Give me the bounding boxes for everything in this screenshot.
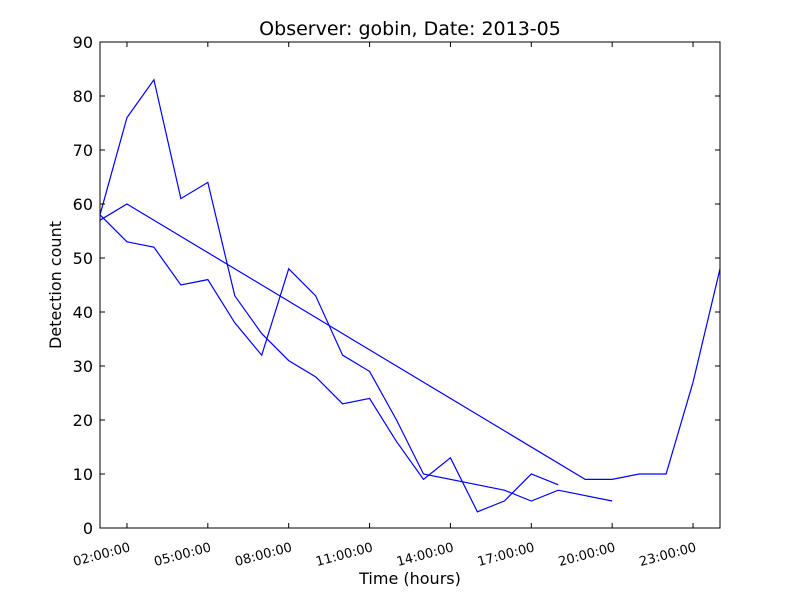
y-axis: 0 10 20 30 40 50 60 70 80 90	[73, 33, 720, 538]
x-tick-label: 17:00:00	[476, 540, 536, 570]
series-line-3	[99, 203, 721, 480]
x-axis: 02:00:00 05:00:00 08:00:00 11:00:00 14:00:00…	[72, 42, 698, 570]
y-tick-label: 40	[73, 303, 93, 322]
y-tick-label: 70	[73, 141, 93, 160]
x-tick-label: 14:00:00	[395, 540, 455, 570]
y-tick-label: 0	[83, 519, 93, 538]
x-tick-label: 05:00:00	[153, 540, 213, 570]
x-tick-label: 02:00:00	[72, 540, 132, 570]
series-layer	[99, 78, 721, 513]
series-line-2	[99, 214, 613, 502]
plot-area-frame	[99, 41, 721, 529]
y-tick-label: 50	[73, 249, 93, 268]
y-tick-label: 90	[73, 33, 93, 52]
y-tick-label: 10	[73, 465, 93, 484]
x-tick-label: 08:00:00	[233, 540, 293, 570]
series-line-1	[99, 78, 559, 513]
y-tick-label: 20	[73, 411, 93, 430]
chart-title: Observer: gobin, Date: 2013-05	[259, 18, 561, 40]
x-tick-label: 20:00:00	[557, 540, 617, 570]
y-tick-label: 30	[73, 357, 93, 376]
x-tick-label: 11:00:00	[314, 540, 374, 570]
y-axis-title: Detection count	[46, 221, 65, 349]
x-axis-title: Time (hours)	[358, 569, 461, 588]
y-tick-label: 80	[73, 87, 93, 106]
y-tick-label: 60	[73, 195, 93, 214]
x-tick-label: 23:00:00	[638, 540, 698, 570]
